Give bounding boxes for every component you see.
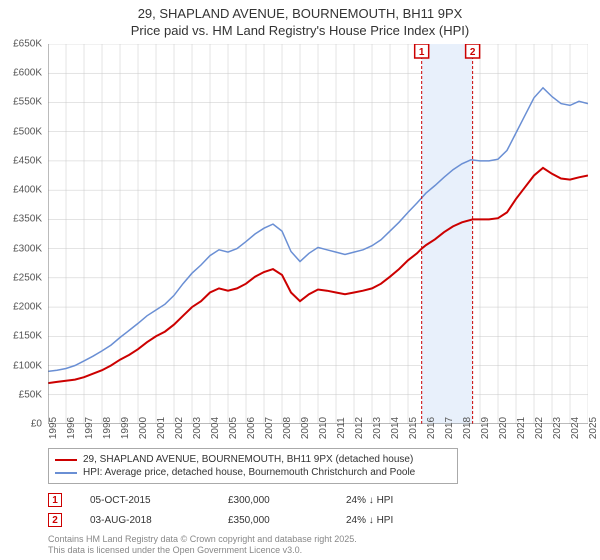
y-tick-label: £550K: [13, 97, 42, 108]
y-tick-label: £500K: [13, 126, 42, 137]
x-tick-label: 2002: [174, 417, 185, 439]
x-tick-label: 2006: [246, 417, 257, 439]
footer-line-1: Contains HM Land Registry data © Crown c…: [48, 534, 357, 545]
x-tick-label: 2000: [138, 417, 149, 439]
marker-pct: 24% ↓ HPI: [346, 495, 456, 506]
title-line-1: 29, SHAPLAND AVENUE, BOURNEMOUTH, BH11 9…: [0, 6, 600, 23]
x-tick-label: 1999: [120, 417, 131, 439]
marker-badge: 2: [48, 513, 62, 527]
legend: 29, SHAPLAND AVENUE, BOURNEMOUTH, BH11 9…: [48, 448, 458, 484]
x-tick-label: 2013: [372, 417, 383, 439]
title-line-2: Price paid vs. HM Land Registry's House …: [0, 23, 600, 40]
svg-text:1: 1: [419, 47, 425, 58]
legend-label: HPI: Average price, detached house, Bour…: [83, 467, 415, 478]
sale-marker-row: 1 05-OCT-2015 £300,000 24% ↓ HPI: [48, 490, 456, 510]
x-tick-label: 2022: [534, 417, 545, 439]
x-tick-label: 2009: [300, 417, 311, 439]
y-tick-label: £200K: [13, 302, 42, 313]
svg-text:2: 2: [470, 47, 476, 58]
chart-title: 29, SHAPLAND AVENUE, BOURNEMOUTH, BH11 9…: [0, 0, 600, 40]
y-tick-label: £150K: [13, 331, 42, 342]
y-tick-label: £250K: [13, 272, 42, 283]
marker-date: 05-OCT-2015: [90, 495, 200, 506]
x-tick-label: 2024: [570, 417, 581, 439]
y-tick-label: £0: [31, 419, 42, 430]
chart-svg: 12: [48, 44, 588, 424]
x-tick-label: 2010: [318, 417, 329, 439]
legend-label: 29, SHAPLAND AVENUE, BOURNEMOUTH, BH11 9…: [83, 454, 413, 465]
x-tick-label: 2005: [228, 417, 239, 439]
x-tick-label: 2019: [480, 417, 491, 439]
x-tick-label: 2021: [516, 417, 527, 439]
y-tick-label: £450K: [13, 155, 42, 166]
marker-price: £300,000: [228, 495, 318, 506]
marker-date: 03-AUG-2018: [90, 515, 200, 526]
x-tick-label: 2016: [426, 417, 437, 439]
y-tick-label: £300K: [13, 243, 42, 254]
x-tick-label: 2018: [462, 417, 473, 439]
y-tick-label: £100K: [13, 360, 42, 371]
y-tick-label: £350K: [13, 214, 42, 225]
x-tick-label: 2023: [552, 417, 563, 439]
y-tick-label: £600K: [13, 68, 42, 79]
legend-row: 29, SHAPLAND AVENUE, BOURNEMOUTH, BH11 9…: [55, 453, 451, 466]
x-tick-label: 1998: [102, 417, 113, 439]
x-tick-label: 2017: [444, 417, 455, 439]
legend-row: HPI: Average price, detached house, Bour…: [55, 466, 451, 479]
x-tick-label: 1997: [84, 417, 95, 439]
chart-area: 12 £0£50K£100K£150K£200K£250K£300K£350K£…: [48, 44, 588, 424]
y-tick-label: £50K: [19, 389, 42, 400]
y-tick-label: £400K: [13, 185, 42, 196]
legend-swatch-red: [55, 459, 77, 461]
x-tick-label: 2014: [390, 417, 401, 439]
x-tick-label: 2015: [408, 417, 419, 439]
x-tick-label: 2004: [210, 417, 221, 439]
x-tick-label: 1995: [48, 417, 59, 439]
x-tick-label: 2008: [282, 417, 293, 439]
legend-swatch-blue: [55, 472, 77, 474]
marker-badge: 1: [48, 493, 62, 507]
footer-line-2: This data is licensed under the Open Gov…: [48, 545, 357, 556]
x-tick-label: 1996: [66, 417, 77, 439]
x-tick-label: 2012: [354, 417, 365, 439]
sale-marker-row: 2 03-AUG-2018 £350,000 24% ↓ HPI: [48, 510, 456, 530]
y-tick-label: £650K: [13, 39, 42, 50]
marker-price: £350,000: [228, 515, 318, 526]
x-tick-label: 2025: [588, 417, 599, 439]
x-tick-label: 2001: [156, 417, 167, 439]
x-tick-label: 2003: [192, 417, 203, 439]
chart-container: 29, SHAPLAND AVENUE, BOURNEMOUTH, BH11 9…: [0, 0, 600, 560]
footer: Contains HM Land Registry data © Crown c…: [48, 534, 357, 557]
x-tick-label: 2011: [336, 417, 347, 439]
sale-markers: 1 05-OCT-2015 £300,000 24% ↓ HPI 2 03-AU…: [48, 490, 456, 530]
x-tick-label: 2020: [498, 417, 509, 439]
marker-pct: 24% ↓ HPI: [346, 515, 456, 526]
x-tick-label: 2007: [264, 417, 275, 439]
